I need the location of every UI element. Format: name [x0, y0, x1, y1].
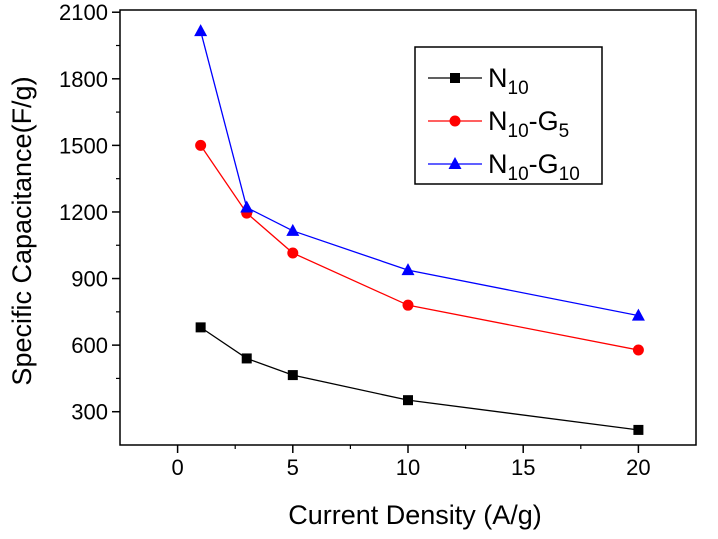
- series-markers: [194, 24, 645, 435]
- series-1-point-4: [632, 344, 644, 356]
- y-tick-label: 1800: [59, 67, 108, 92]
- x-tick-label: 10: [396, 455, 420, 480]
- series-0-point-2: [287, 370, 298, 381]
- legend: N10 N10-G5 N10-G10: [414, 46, 603, 185]
- y-axis-title: Specific Capacitance(F/g): [7, 76, 37, 385]
- series-0-point-1: [241, 353, 252, 364]
- y-tick-label: 1500: [59, 133, 108, 158]
- legend-label-0: N10: [488, 63, 529, 99]
- series-2-point-3: [401, 263, 415, 276]
- legend-box: [414, 46, 603, 185]
- legend-marker-2: [448, 157, 462, 169]
- y-tick-label: 600: [71, 333, 108, 358]
- legend-label-2: N10-G10: [488, 149, 580, 185]
- legend-marker-0: [450, 73, 460, 83]
- series-2-point-0: [194, 24, 208, 37]
- series-0-point-3: [403, 395, 413, 406]
- x-tick-label: 5: [287, 455, 299, 480]
- y-tick-label: 2100: [59, 0, 108, 25]
- legend-label-1: N10-G5: [488, 106, 569, 142]
- series-0-point-0: [195, 322, 206, 333]
- legend-marker-1: [449, 115, 461, 127]
- series-2-point-1: [240, 200, 254, 213]
- series-2-point-4: [631, 308, 645, 321]
- series-0-point-4: [633, 424, 644, 435]
- series-1-point-3: [402, 299, 414, 311]
- plot-frame: [119, 9, 697, 446]
- series-2-point-2: [286, 223, 300, 236]
- x-tick-label: 15: [511, 455, 535, 480]
- x-axis-title: Current Density (A/g): [288, 500, 542, 530]
- y-tick-label: 1200: [59, 200, 108, 225]
- axis-ticks: 0 5 10 15 20 300 600 900 1200 1500 1800 2100: [59, 0, 651, 480]
- series-1-point-0: [195, 139, 207, 151]
- x-tick-label: 0: [171, 455, 183, 480]
- series-1-point-2: [287, 247, 299, 259]
- x-tick-label: 20: [626, 455, 650, 480]
- series-line-0: [200, 326, 639, 431]
- y-tick-label: 900: [71, 267, 108, 292]
- y-tick-label: 300: [71, 400, 108, 425]
